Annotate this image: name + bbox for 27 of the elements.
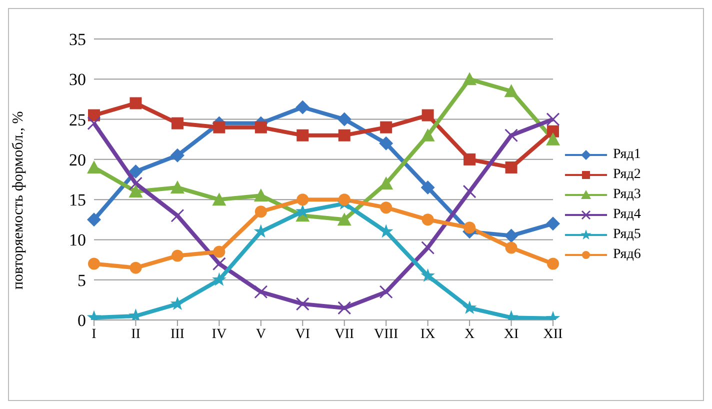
x-tick-label: IX xyxy=(420,326,436,342)
y-tick-label: 25 xyxy=(69,110,86,130)
y-tick-label: 10 xyxy=(69,230,86,250)
x-tick-label: VII xyxy=(334,326,354,342)
y-tick-label: 0 xyxy=(78,311,86,330)
y-tick-label: 35 xyxy=(69,30,86,50)
x-tick-label: VI xyxy=(295,326,310,342)
legend-label: Ряд6 xyxy=(613,246,641,262)
legend-label: Ряд5 xyxy=(613,226,641,242)
legend-label: Ряд1 xyxy=(613,146,641,162)
y-axis-title: повторяемость формобл., % xyxy=(10,111,26,290)
legend-label: Ряд3 xyxy=(613,186,641,202)
x-tick-label: III xyxy=(170,326,185,342)
x-tick-label: X xyxy=(464,326,475,342)
y-tick-label: 15 xyxy=(69,190,86,210)
x-tick-label: IV xyxy=(212,326,227,342)
x-tick-label: II xyxy=(131,326,141,342)
y-tick-label: 20 xyxy=(69,150,86,170)
legend-label: Ряд4 xyxy=(613,206,641,222)
x-tick-label: VIII xyxy=(374,326,398,342)
legend-label: Ряд2 xyxy=(613,166,641,182)
y-tick-label: 30 xyxy=(69,70,86,90)
x-tick-label: XI xyxy=(504,326,519,342)
x-tick-label: V xyxy=(256,326,266,342)
x-tick-label: XII xyxy=(543,326,564,342)
x-tick-label: I xyxy=(92,326,97,342)
y-tick-label: 5 xyxy=(78,270,86,290)
